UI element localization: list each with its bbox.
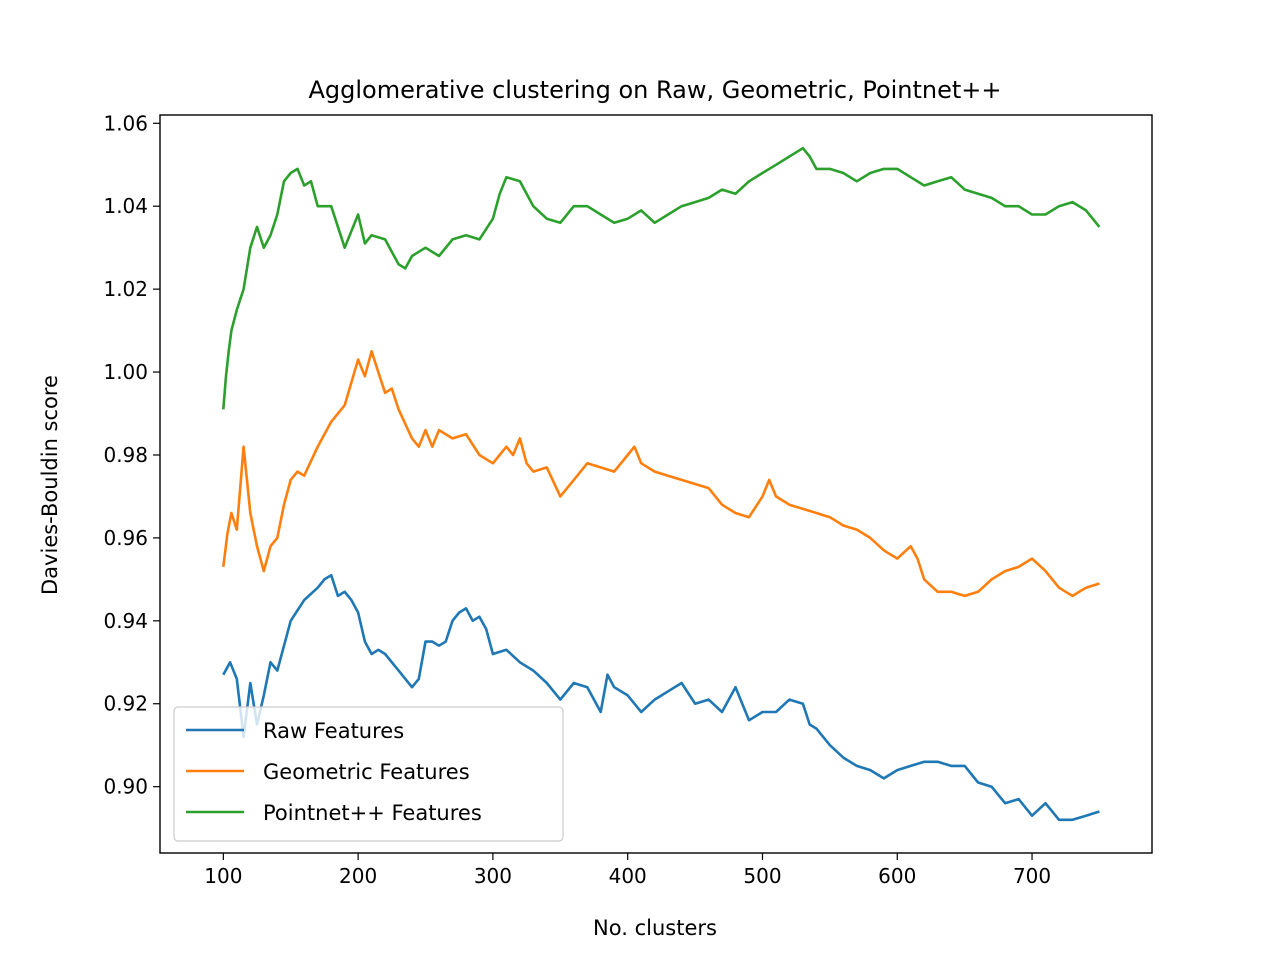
y-axis-label: Davies-Bouldin score <box>38 375 62 595</box>
x-tick-label: 600 <box>878 864 916 888</box>
series-line-1 <box>222 350 1100 598</box>
x-tick-label: 100 <box>204 864 242 888</box>
y-tick-label: 0.94 <box>103 609 148 633</box>
y-tick-label: 1.00 <box>103 360 148 384</box>
y-tick-label: 1.02 <box>103 277 148 301</box>
x-tick-label: 500 <box>743 864 781 888</box>
x-tick-label: 300 <box>474 864 512 888</box>
plot-area: 100 200 300 400 500 600 700 0.90 0.92 0.94 0.96 0.9… <box>103 111 1153 888</box>
x-tick-label: 700 <box>1013 864 1051 888</box>
legend-label-0: Raw Features <box>263 719 404 743</box>
y-tick-label: 1.04 <box>103 194 148 218</box>
legend-label-1: Geometric Features <box>263 760 470 784</box>
y-tick-label: 0.96 <box>103 526 148 550</box>
y-tick-label: 0.90 <box>103 775 148 799</box>
legend-box <box>173 706 564 842</box>
legend: Raw Features Geometric Features Pointnet++… <box>173 706 564 842</box>
legend-label-2: Pointnet++ Features <box>263 801 482 825</box>
chart-title: Agglomerative clustering on Raw, Geometr… <box>308 76 1001 104</box>
x-tick-label: 400 <box>609 864 647 888</box>
y-tick-label: 0.98 <box>103 443 148 467</box>
axes-frame <box>159 114 1153 854</box>
series-line-0 <box>222 573 1100 822</box>
x-tick-label: 200 <box>339 864 377 888</box>
x-axis-label: No. clusters <box>593 916 717 940</box>
y-tick-label: 0.92 <box>103 692 148 716</box>
series-line-2 <box>222 146 1101 410</box>
y-tick-label: 1.06 <box>103 111 148 135</box>
